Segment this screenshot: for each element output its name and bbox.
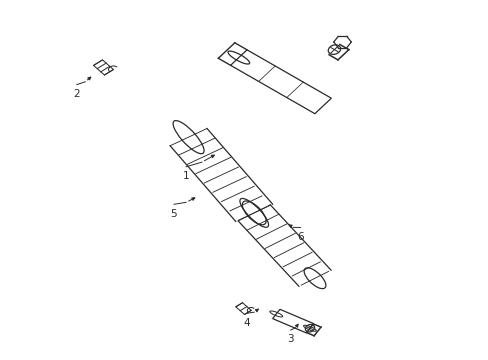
Text: 1: 1 bbox=[183, 171, 189, 181]
Text: 6: 6 bbox=[297, 232, 303, 242]
Text: 3: 3 bbox=[287, 334, 293, 344]
Text: 2: 2 bbox=[73, 89, 80, 99]
Text: 4: 4 bbox=[243, 318, 250, 328]
Text: 5: 5 bbox=[170, 208, 177, 219]
